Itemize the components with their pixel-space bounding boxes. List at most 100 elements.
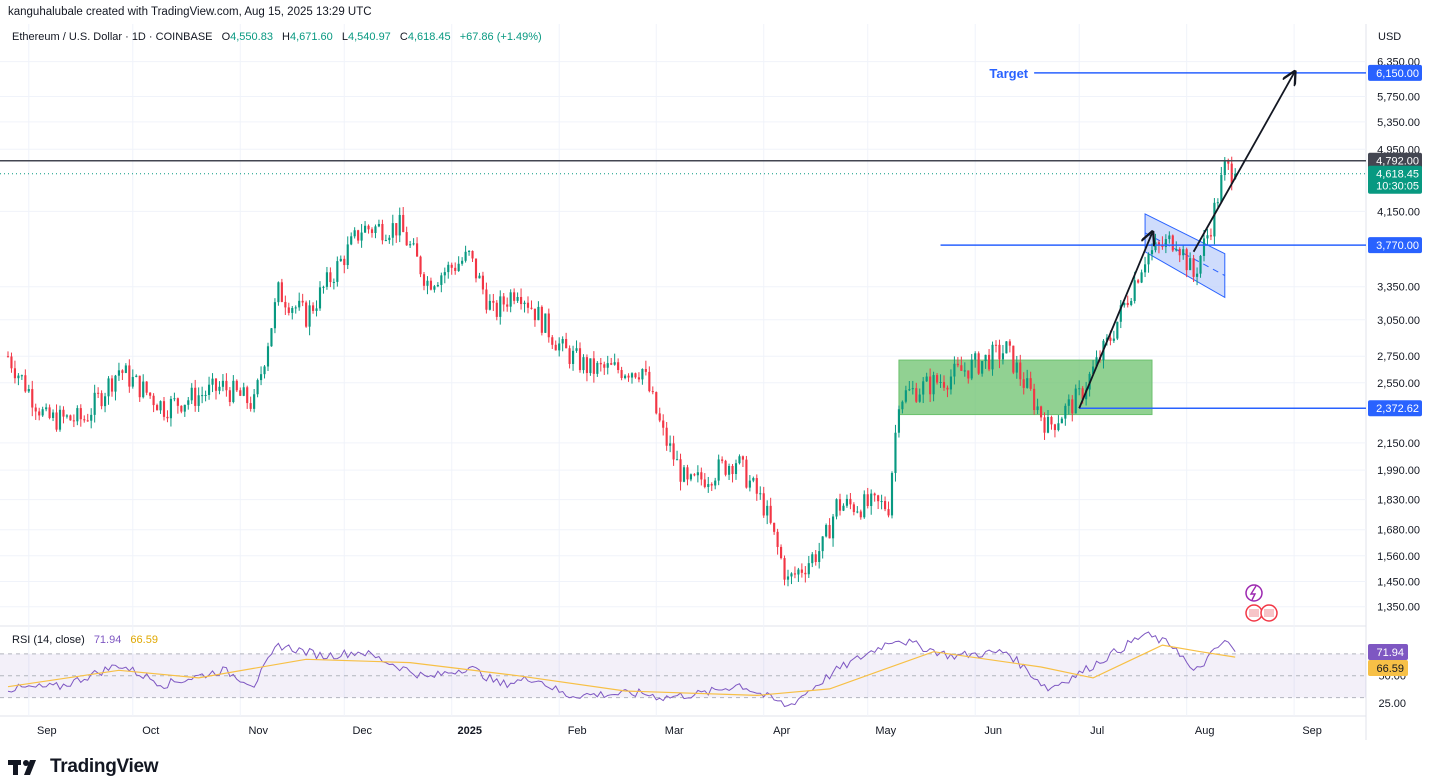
symbol-legend[interactable]: Ethereum / U.S. Dollar · 1D · COINBASE O… (12, 31, 542, 43)
candle-body (949, 376, 953, 390)
target-price-tag (1368, 64, 1422, 81)
candle-body (1213, 202, 1216, 237)
candle-body (1095, 357, 1098, 367)
candle-body (214, 378, 218, 391)
current-price-tag (1368, 165, 1422, 194)
x-tick-label: Mar (665, 725, 684, 737)
candle-body (492, 300, 495, 303)
candle-body (513, 292, 516, 301)
candle-body (630, 373, 634, 378)
candle-body (1227, 160, 1230, 164)
high-value: 4,671.60 (290, 31, 333, 43)
x-tick-label: Sep (37, 725, 57, 737)
candle-body (1005, 341, 1008, 354)
candle-body (415, 243, 419, 257)
candle-body (388, 237, 391, 241)
candle-body (166, 416, 169, 419)
candle-body (790, 573, 793, 577)
candle-body (838, 499, 842, 511)
candle-body (897, 409, 901, 433)
candle-body (814, 554, 817, 562)
candle-body (1043, 417, 1046, 433)
candle-body (114, 375, 117, 392)
candle-body (821, 536, 824, 552)
candle-body (138, 375, 141, 398)
rsi-value: 71.94 (94, 634, 122, 646)
candle-body (58, 409, 62, 430)
candle-body (72, 420, 75, 422)
candle-body (1078, 388, 1081, 390)
candle-body (960, 365, 963, 371)
candle-body (422, 274, 426, 286)
x-tick-label: Oct (142, 725, 159, 737)
candle-body (717, 459, 720, 481)
candle-body (1209, 235, 1213, 237)
candle-body (925, 376, 928, 382)
candle-body (1119, 305, 1122, 322)
candle-body (1195, 273, 1199, 277)
candle-body (48, 407, 51, 418)
candle-body (627, 375, 630, 378)
candle-body (121, 370, 124, 373)
candle-body (506, 304, 509, 307)
lightning-icon[interactable] (1245, 584, 1263, 602)
candle-body (856, 511, 859, 513)
candle-body (651, 391, 654, 393)
candle-body (1033, 388, 1036, 411)
y-tick-label: 1,990.00 (1377, 465, 1420, 477)
candle-body (287, 307, 290, 313)
rsi-tick-label: 25.00 (1378, 698, 1406, 710)
annotations-front: Target (0, 66, 1366, 409)
rsi-value-tag-text: 71.94 (1376, 647, 1404, 659)
currency-label: USD (1378, 31, 1401, 43)
candle-body (779, 546, 783, 559)
candle-body (558, 343, 561, 351)
candle-body (93, 392, 96, 415)
candle-body (825, 525, 828, 537)
candle-body (620, 370, 623, 379)
rsi-legend[interactable]: RSI (14, close) 71.94 66.59 (12, 634, 158, 646)
candle-body (329, 272, 332, 283)
candle-body (1130, 300, 1133, 305)
candle-body (686, 467, 689, 480)
candle-body (922, 381, 925, 395)
range-support-price-tag (1368, 400, 1422, 417)
candle-body (190, 387, 193, 401)
time-axis[interactable]: Sep Oct Nov Dec 2025 Feb Mar Apr May Jun Jul Aug Sep (37, 725, 1322, 737)
candle-body (221, 380, 225, 387)
projection-arrow (1078, 233, 1152, 409)
candle-body (384, 240, 387, 242)
event-icons[interactable] (1245, 584, 1278, 622)
range-support-price-tag-text: 2,372.62 (1376, 403, 1419, 415)
candle-body (246, 387, 249, 404)
candle-body (124, 365, 127, 373)
candle-body (343, 258, 346, 266)
tradingview-logo[interactable]: TradingView (8, 756, 159, 778)
candle-body (610, 363, 613, 365)
candle-body (585, 357, 589, 374)
candle-body (461, 260, 464, 264)
candle-body (55, 412, 58, 430)
candle-body (1175, 248, 1178, 251)
rsi-ma-tag-text: 66.59 (1376, 663, 1404, 675)
candle-body (277, 282, 280, 303)
countdown-text: 10:30:05 (1376, 181, 1419, 193)
candle-body (700, 472, 703, 480)
candle-body (249, 403, 252, 409)
candle-body (759, 493, 762, 495)
current-price-tag-text: 4,618.45 (1376, 169, 1419, 181)
candle-body (842, 505, 845, 511)
y-tick-label: 1,680.00 (1377, 525, 1420, 537)
candle-body (783, 558, 786, 580)
candle-body (1126, 302, 1129, 305)
bull-flag-channel (1144, 213, 1226, 299)
candle-body (592, 358, 595, 374)
candle-body (440, 275, 443, 285)
candle-body (929, 376, 932, 395)
candle-body (748, 480, 751, 488)
y-tick-label: 5,350.00 (1377, 117, 1420, 129)
candle-body (617, 362, 620, 371)
candle-body (436, 284, 439, 287)
candle-body (194, 387, 197, 406)
